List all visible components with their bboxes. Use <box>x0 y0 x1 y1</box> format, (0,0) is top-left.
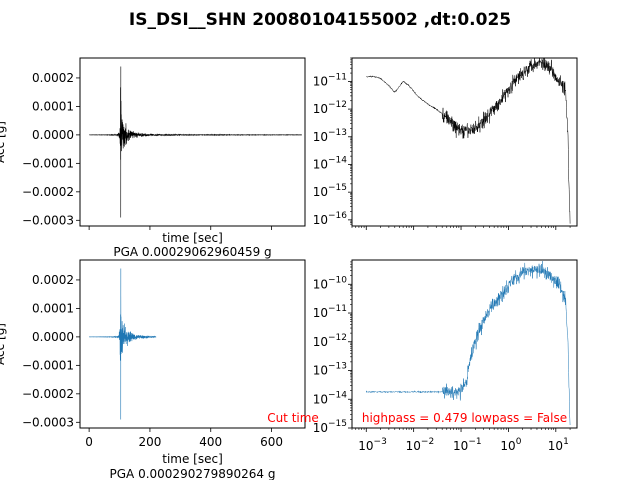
y-tick-label: 10−14 <box>313 390 348 406</box>
y-tick-label: 10−12 <box>313 333 347 349</box>
pga-label: PGA 0.00029062960459 g <box>113 245 271 259</box>
y-tick-label: −0.0001 <box>22 156 74 170</box>
y-tick-label: 10−12 <box>313 100 347 116</box>
y-tick-label: −0.0002 <box>22 185 74 199</box>
y-tick-label: 10−15 <box>313 183 347 199</box>
y-tick-label: −0.0003 <box>22 213 74 227</box>
y-tick-label: 10−13 <box>313 362 347 378</box>
axes-frame <box>351 57 578 227</box>
panel-annotation: Cut time <box>267 411 319 425</box>
axes-frame <box>351 259 578 429</box>
chart-panel-bottom-left: 0.0002 0.0001 0.0000 −0.0001 −0.0002 −0.0003 0… <box>0 259 319 480</box>
chart-panel-bottom-right: 10−10 10−11 10−12 10−13 10−14 10−15 10−3 10−2 10… <box>313 259 578 453</box>
figure-title: IS_DSI__SHN 20080104155002 ,dt:0.025 <box>129 10 511 30</box>
y-tick-label: 0.0000 <box>32 330 74 344</box>
y-tick-label: 0.0000 <box>32 128 74 142</box>
y-tick-label: 10−16 <box>313 211 348 227</box>
x-tick-label: 0 <box>85 435 93 449</box>
y-tick-label: −0.0002 <box>22 387 74 401</box>
x-tick-label: 10−3 <box>358 437 387 453</box>
y-tick-label: 0.0001 <box>32 99 74 113</box>
y-tick-label: 10−11 <box>313 304 347 320</box>
data-line <box>366 58 571 224</box>
x-tick-label: 10−1 <box>453 437 482 453</box>
y-tick-label: −0.0001 <box>22 358 74 372</box>
panel-annotation: highpass = 0.479 lowpass = False <box>362 411 567 425</box>
y-tick-label: 10−14 <box>313 155 348 171</box>
y-tick-label: 0.0002 <box>32 273 74 287</box>
pga-label: PGA 0.000290279890264 g <box>110 467 276 480</box>
x-axis-label: time [sec] <box>162 231 223 245</box>
y-tick-label: 10−10 <box>313 275 348 291</box>
axes-frame <box>79 259 306 429</box>
y-tick-label: 0.0001 <box>32 301 74 315</box>
x-axis-label: time [sec] <box>162 452 223 466</box>
y-tick-label: 10−13 <box>313 128 347 144</box>
y-axis-label: Acc [g] <box>0 323 7 365</box>
x-tick-label: 600 <box>260 435 283 449</box>
x-tick-label: 100 <box>500 437 521 453</box>
x-tick-label: 101 <box>548 437 569 453</box>
x-tick-label: 200 <box>138 435 161 449</box>
axes-frame <box>79 57 306 227</box>
y-tick-label: −0.0003 <box>22 415 74 429</box>
data-line <box>89 268 157 420</box>
x-tick-label: 400 <box>199 435 222 449</box>
x-tick-label: 10−2 <box>406 437 435 453</box>
chart-panel-top-left: 0.0002 0.0001 0.0000 −0.0001 −0.0002 −0.0003 t… <box>0 57 306 259</box>
data-line <box>89 66 302 218</box>
y-tick-label: 10−15 <box>313 419 347 435</box>
chart-panel-top-right: 10−11 10−12 10−13 10−14 10−15 10−16 <box>313 57 578 230</box>
data-line <box>366 261 571 426</box>
y-tick-label: 10−11 <box>313 72 347 88</box>
y-axis-label: Acc [g] <box>0 121 7 163</box>
y-tick-label: 0.0002 <box>32 71 74 85</box>
